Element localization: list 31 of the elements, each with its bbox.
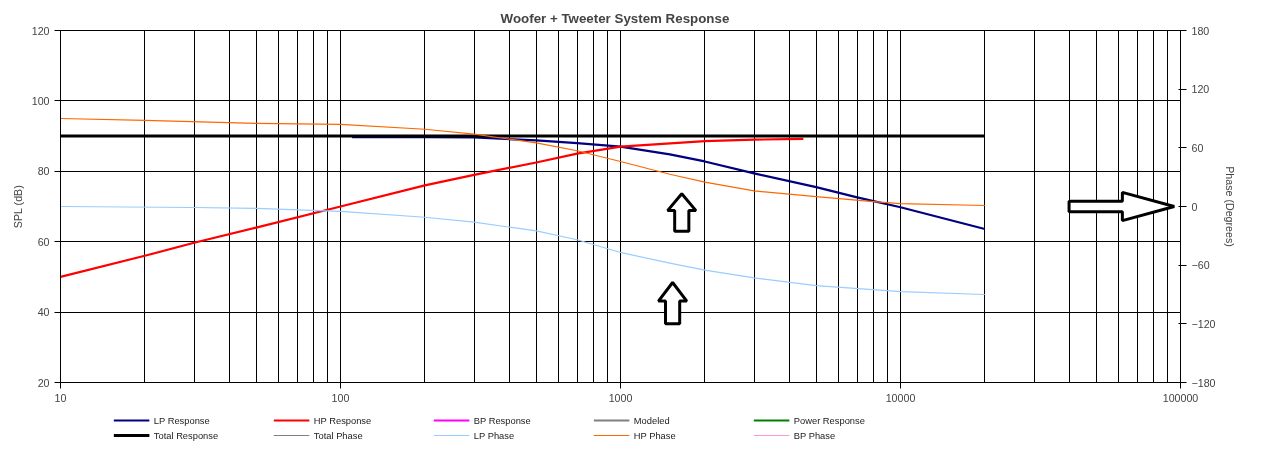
y2-tick-label: −60 xyxy=(1191,259,1210,272)
y2-tick-label: 120 xyxy=(1191,83,1210,96)
y2-tick-label: −180 xyxy=(1191,376,1216,389)
y2-tick-label: 180 xyxy=(1191,24,1210,37)
legend-label: HP Phase xyxy=(633,430,676,441)
legend-label: BP Phase xyxy=(793,430,836,441)
chart-title: Woofer + Tweeter System Response xyxy=(500,10,730,26)
y-tick-label: 60 xyxy=(37,235,50,248)
y-tick-label: 120 xyxy=(31,24,50,37)
legend-label: LP Response xyxy=(153,415,210,426)
legend-label: Power Response xyxy=(793,415,865,426)
y-tick-label: 20 xyxy=(37,376,50,389)
x-tick-label: 100 xyxy=(331,391,350,404)
x-tick-label: 10 xyxy=(54,391,67,404)
legend-label: LP Phase xyxy=(473,430,515,441)
y-tick-label: 80 xyxy=(37,165,50,178)
y2-tick-label: 0 xyxy=(1191,200,1198,213)
x-tick-label: 100000 xyxy=(1162,391,1199,404)
legend-label: Total Response xyxy=(153,430,219,441)
y-tick-label: 100 xyxy=(31,94,50,107)
y2-axis-title: Phase (Degrees) xyxy=(1223,166,1236,247)
legend-label: HP Response xyxy=(313,415,372,426)
x-tick-label: 1000 xyxy=(608,391,633,404)
y-tick-label: 40 xyxy=(37,306,50,319)
y2-tick-label: −120 xyxy=(1191,317,1216,330)
legend-label: BP Response xyxy=(473,415,531,426)
x-tick-label: 10000 xyxy=(885,391,916,404)
y-axis-title: SPL (dB) xyxy=(11,185,24,229)
legend-label: Modeled xyxy=(633,415,670,426)
y2-tick-label: 60 xyxy=(1191,141,1204,154)
legend-label: Total Phase xyxy=(313,430,363,441)
